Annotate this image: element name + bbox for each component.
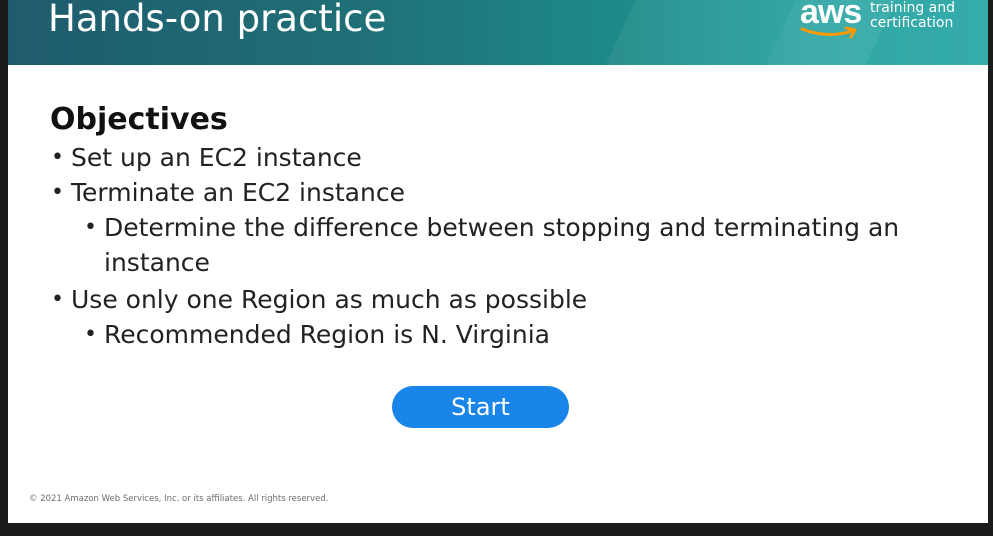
- bullet-item: • Terminate an EC2 instance: [51, 175, 405, 210]
- sub-bullet-item: • Determine the difference between stopp…: [84, 210, 934, 280]
- bullet-dot: •: [84, 322, 97, 347]
- slide-content: Objectives • Set up an EC2 instance • Te…: [8, 0, 988, 523]
- aws-smile-icon: [800, 26, 857, 39]
- bullet-dot: •: [84, 215, 97, 240]
- aws-training-logo: aws training and certification: [800, 0, 970, 42]
- aws-wordmark: aws: [800, 0, 862, 31]
- slide-header: Hands-on practice aws training and certi…: [8, 0, 988, 65]
- logo-tagline-line1: training and: [870, 0, 956, 16]
- bullet-item: • Set up an EC2 instance: [51, 140, 362, 175]
- bullet-dot: •: [51, 287, 64, 312]
- logo-tagline: training and certification: [870, 1, 955, 31]
- bullet-text: Use only one Region as much as possible: [71, 285, 588, 314]
- bullet-text: Set up an EC2 instance: [71, 143, 362, 172]
- bullet-text: Recommended Region is N. Virginia: [104, 320, 550, 349]
- slide: Hands-on practice aws training and certi…: [8, 0, 988, 523]
- bullet-dot: •: [51, 145, 64, 170]
- bullet-text: Determine the difference between stoppin…: [104, 213, 900, 277]
- bullet-item: • Use only one Region as much as possibl…: [51, 282, 588, 317]
- bullet-dot: •: [51, 180, 64, 205]
- logo-tagline-line2: certification: [870, 15, 954, 31]
- start-button[interactable]: Start: [392, 386, 569, 428]
- copyright-notice: © 2021 Amazon Web Services, Inc. or its …: [29, 494, 329, 504]
- objectives-heading: Objectives: [50, 102, 228, 137]
- sub-bullet-item: • Recommended Region is N. Virginia: [84, 317, 550, 352]
- slide-title: Hands-on practice: [48, 0, 387, 40]
- bullet-text: Terminate an EC2 instance: [71, 178, 405, 207]
